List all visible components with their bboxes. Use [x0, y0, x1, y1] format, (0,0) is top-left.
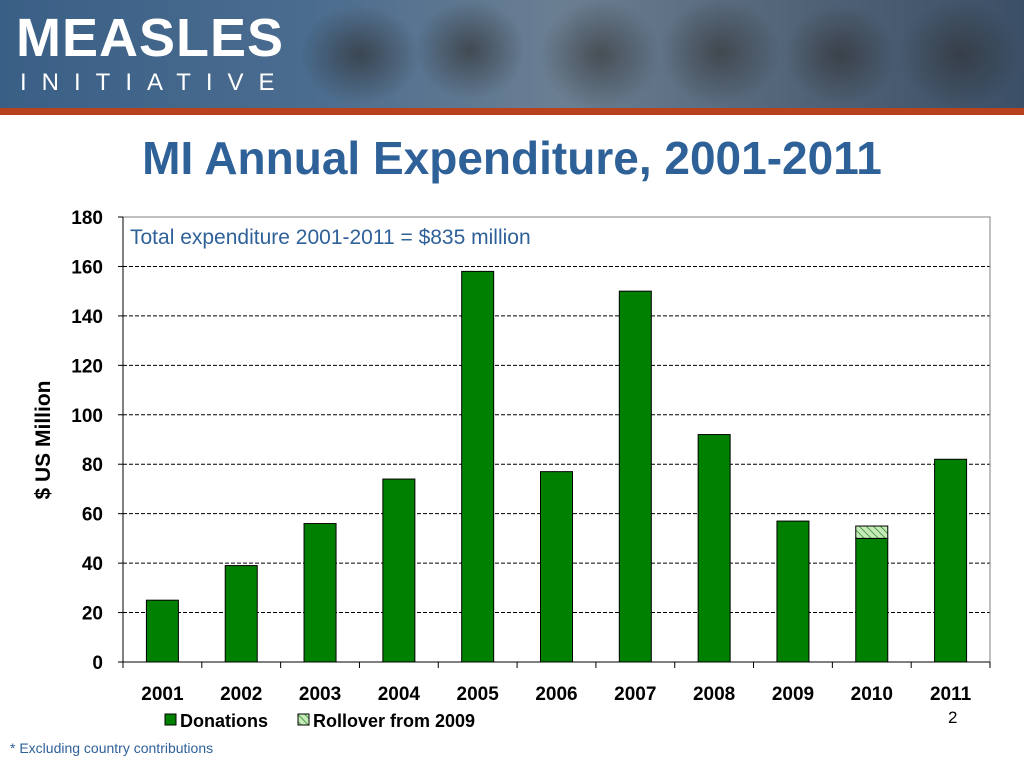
y-tick-label: 40	[82, 554, 103, 575]
bar-donations	[618, 290, 652, 663]
bar-donations	[145, 599, 179, 663]
y-tick-label: 0	[92, 653, 103, 674]
slide-title: MI Annual Expenditure, 2001-2011	[142, 132, 882, 184]
bar-donations	[224, 565, 258, 663]
chart-annotation: Total expenditure 2001-2011 = $835 milli…	[130, 226, 531, 249]
y-axis-label: $ US Million	[32, 380, 55, 499]
legend-label: Donations	[180, 711, 268, 731]
slide-number: 2	[948, 708, 958, 727]
bar-donations	[934, 458, 968, 663]
bar-donations	[697, 434, 731, 663]
y-tick-label: 60	[82, 505, 103, 526]
legend-swatch	[297, 713, 310, 726]
bar-donations	[303, 523, 337, 663]
bar-rollover	[855, 525, 889, 539]
x-tick-label: 2003	[299, 684, 341, 705]
y-tick-label: 140	[71, 307, 103, 328]
x-tick-label: 2002	[220, 684, 262, 705]
x-tick-label: 2004	[378, 684, 421, 705]
x-tick-label: 2005	[457, 684, 500, 705]
y-tick-label: 120	[71, 356, 103, 377]
y-tick-label: 20	[82, 604, 103, 625]
x-tick-label: 2009	[772, 684, 814, 705]
x-tick-label: 2006	[535, 684, 577, 705]
x-tick-label: 2010	[851, 684, 893, 705]
bar-donations	[382, 478, 416, 663]
y-tick-label: 80	[82, 455, 103, 476]
legend-label: Rollover from 2009	[313, 711, 475, 731]
x-tick-label: 2007	[614, 684, 656, 705]
y-tick-label: 160	[71, 257, 103, 278]
header-banner: MEASLES INITIATIVE	[0, 0, 1024, 108]
x-tick-label: 2001	[141, 684, 184, 705]
header-stripe	[0, 108, 1024, 115]
x-tick-label: 2008	[693, 684, 735, 705]
legend: Donations Rollover from 2009	[164, 711, 475, 731]
banner-photo	[0, 0, 1024, 108]
bar-donations	[855, 537, 889, 663]
x-tick-label: 2011	[930, 684, 972, 705]
logo-text-main: MEASLES	[16, 8, 285, 68]
y-tick-label: 180	[71, 208, 103, 229]
y-tick-label: 100	[71, 406, 103, 427]
logo-text-sub: INITIATIVE	[20, 69, 290, 96]
bar-donations	[540, 471, 573, 663]
bar-donations	[461, 270, 495, 663]
bar-donations	[776, 520, 810, 663]
legend-swatch	[164, 713, 177, 726]
footnote: * Excluding country contributions	[10, 740, 214, 756]
